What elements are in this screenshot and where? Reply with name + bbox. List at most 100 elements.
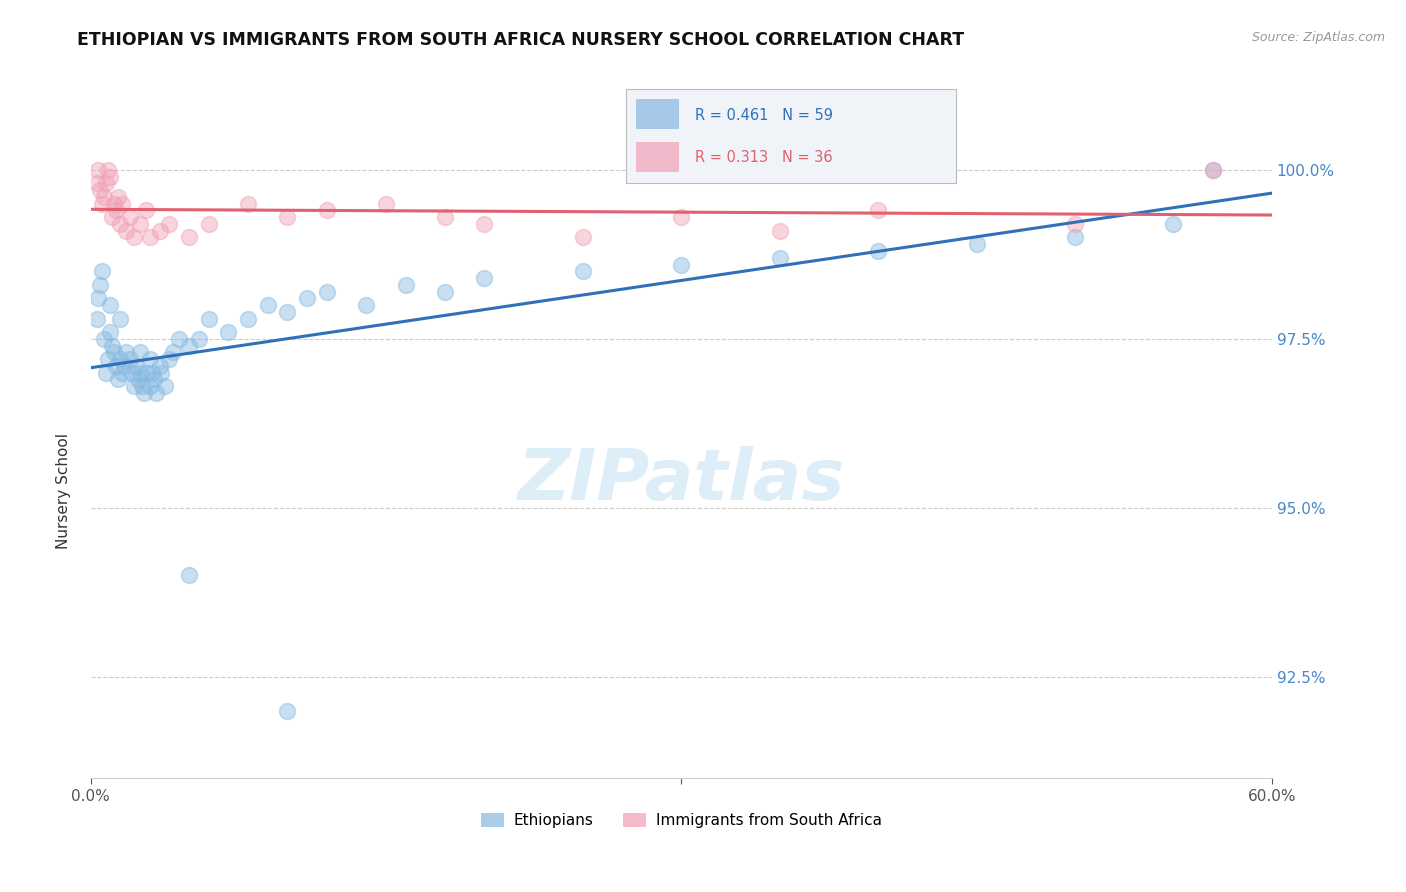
Point (112, 359, 135, 373)
Point (769, 251, 792, 265)
Point (187, 332, 209, 346)
Point (103, 196, 125, 211)
Point (105, 359, 128, 373)
Point (115, 345, 138, 359)
Point (138, 379, 160, 393)
Point (148, 359, 170, 373)
Point (87, 162, 110, 177)
Point (315, 285, 337, 299)
Point (93, 190, 115, 204)
Text: R = 0.313   N = 36: R = 0.313 N = 36 (695, 150, 832, 165)
Point (145, 386, 167, 401)
Point (98, 169, 121, 184)
Point (97, 352, 120, 367)
Point (101, 211, 124, 225)
Point (122, 379, 145, 393)
Point (107, 372, 129, 386)
Point (236, 196, 259, 211)
Point (111, 366, 134, 380)
Point (315, 203, 337, 218)
FancyBboxPatch shape (636, 98, 679, 128)
Point (125, 359, 148, 373)
Point (354, 298, 377, 312)
Point (96, 177, 118, 191)
Point (105, 203, 128, 218)
Point (98, 298, 121, 312)
Text: ETHIOPIAN VS IMMIGRANTS FROM SOUTH AFRICA NURSERY SCHOOL CORRELATION CHART: ETHIOPIAN VS IMMIGRANTS FROM SOUTH AFRIC… (77, 31, 965, 49)
Point (374, 196, 396, 211)
FancyBboxPatch shape (636, 142, 679, 171)
Point (135, 366, 157, 380)
Text: R = 0.461   N = 59: R = 0.461 N = 59 (695, 108, 834, 123)
Point (177, 338, 200, 352)
Point (295, 291, 318, 305)
Point (118, 211, 141, 225)
Point (118, 352, 141, 367)
Point (434, 285, 457, 299)
Point (671, 258, 693, 272)
Point (868, 244, 890, 258)
Legend: Ethiopians, Immigrants from South Africa: Ethiopians, Immigrants from South Africa (475, 807, 887, 834)
Text: Source: ZipAtlas.com: Source: ZipAtlas.com (1251, 31, 1385, 45)
Point (148, 224, 170, 238)
Point (86, 311, 108, 326)
Point (103, 345, 125, 359)
Point (138, 230, 160, 244)
Point (97, 162, 120, 177)
Point (572, 264, 595, 278)
Point (131, 379, 153, 393)
Point (132, 386, 155, 401)
Point (868, 203, 890, 218)
Point (108, 352, 131, 367)
Point (89, 183, 111, 197)
Point (474, 217, 496, 231)
Point (128, 217, 150, 231)
Point (138, 352, 160, 367)
Point (966, 237, 988, 252)
Point (122, 230, 145, 244)
Point (128, 366, 150, 380)
Point (1202, 162, 1225, 177)
Point (150, 366, 173, 380)
Point (162, 345, 184, 359)
Point (276, 704, 298, 718)
Point (572, 230, 595, 244)
Point (93, 332, 115, 346)
Point (276, 305, 298, 319)
Point (394, 277, 416, 292)
Point (276, 211, 298, 225)
Point (157, 352, 180, 367)
Point (108, 311, 131, 326)
Point (98, 325, 121, 339)
Point (89, 277, 111, 292)
Point (177, 230, 200, 244)
Point (135, 203, 157, 218)
Point (142, 372, 165, 386)
Point (474, 271, 496, 285)
Point (108, 217, 131, 231)
Point (157, 217, 180, 231)
Point (167, 332, 190, 346)
Point (115, 224, 138, 238)
Point (236, 311, 259, 326)
Point (86, 177, 108, 191)
Point (128, 345, 150, 359)
Point (197, 217, 219, 231)
Text: Nursery School: Nursery School (56, 433, 70, 549)
Point (1064, 217, 1087, 231)
Point (769, 224, 792, 238)
Point (121, 366, 143, 380)
Point (197, 311, 219, 326)
Point (96, 366, 118, 380)
Point (91, 196, 114, 211)
Point (434, 211, 457, 225)
Point (141, 366, 163, 380)
Text: ZIPatlas: ZIPatlas (517, 446, 845, 515)
Point (256, 298, 278, 312)
Point (101, 338, 124, 352)
Point (91, 264, 114, 278)
Point (177, 568, 200, 582)
Point (107, 190, 129, 204)
Point (1163, 217, 1185, 231)
Point (1202, 162, 1225, 177)
